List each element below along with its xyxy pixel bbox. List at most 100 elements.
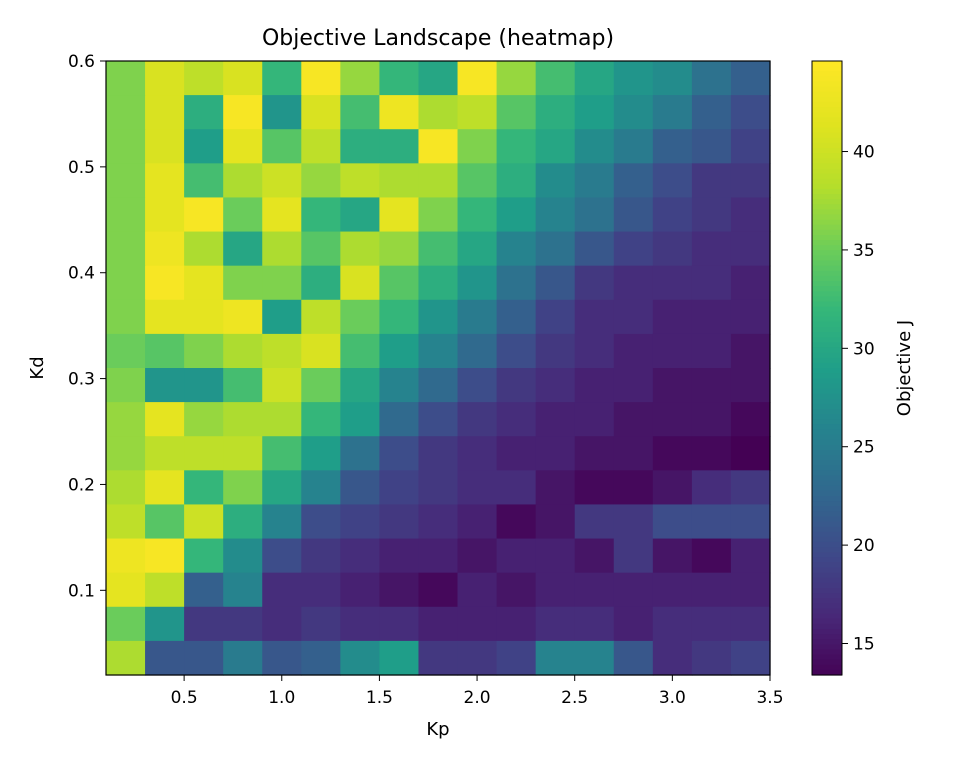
colorbar-segment: [812, 649, 842, 656]
heatmap-cell: [184, 265, 224, 301]
heatmap-cell: [145, 572, 185, 608]
heatmap-cell: [652, 606, 693, 642]
colorbar-segment: [812, 188, 842, 195]
heatmap-cell: [184, 572, 224, 608]
heatmap-cell: [223, 402, 263, 437]
heatmap-cell: [691, 299, 732, 335]
colorbar-segment: [812, 286, 842, 292]
heatmap-cell: [457, 129, 498, 164]
heatmap-cell: [574, 61, 615, 96]
heatmap-cell: [184, 436, 224, 471]
heatmap-cell: [496, 368, 537, 403]
heatmap-cell: [535, 368, 576, 403]
plot-frame: [105, 60, 771, 676]
heatmap-cell: [457, 299, 498, 335]
heatmap-cell: [496, 299, 537, 335]
colorbar-label: Objective J: [894, 320, 915, 416]
heatmap-cell: [340, 129, 381, 164]
heatmap-cell: [223, 333, 263, 369]
colorbar-tick-label: 25: [853, 438, 875, 458]
heatmap-cell: [418, 606, 459, 642]
colorbar-tick-label: 20: [853, 536, 875, 556]
y-tick-label: 0.4: [68, 264, 95, 284]
heatmap-cell: [379, 197, 420, 233]
heatmap-cell: [691, 163, 732, 199]
colorbar-segment: [812, 490, 842, 497]
colorbar-segment: [812, 214, 842, 221]
heatmap-cell: [691, 606, 732, 642]
heatmap-cell: [613, 163, 654, 199]
heatmap-cell: [184, 129, 224, 164]
colorbar-segment: [812, 383, 842, 390]
colorbar-segment: [812, 234, 842, 241]
heatmap-cell: [613, 129, 654, 164]
y-tick-label: 0.5: [68, 158, 95, 178]
heatmap-cell: [379, 163, 420, 199]
colorbar-segment: [812, 557, 842, 564]
colorbar-segment: [812, 86, 842, 93]
colorbar-segment: [812, 112, 842, 118]
heatmap-cell: [574, 129, 615, 164]
heatmap-cell: [613, 265, 654, 301]
heatmap-cell: [457, 368, 498, 403]
colorbar-segment: [812, 352, 842, 359]
y-tick-label: 0.2: [68, 475, 95, 495]
colorbar-segment: [812, 419, 842, 425]
heatmap-cell: [262, 572, 302, 608]
x-tick-label: 1.0: [268, 688, 295, 708]
heatmap-cell: [262, 299, 302, 335]
heatmap-cell: [496, 95, 537, 130]
colorbar-segment: [812, 76, 842, 83]
heatmap-cell: [457, 95, 498, 130]
heatmap-cell: [106, 640, 146, 676]
heatmap-cell: [262, 231, 302, 267]
colorbar-segment: [812, 618, 842, 625]
heatmap-cell: [223, 95, 263, 130]
heatmap-cell: [730, 504, 771, 540]
heatmap-cell: [652, 436, 693, 471]
heatmap-cell: [106, 163, 146, 199]
heatmap-cell: [730, 231, 771, 267]
heatmap-cell: [379, 368, 420, 403]
heatmap-cell: [496, 504, 537, 540]
colorbar-segment: [812, 91, 842, 98]
heatmap-cell: [574, 368, 615, 403]
heatmap-cell: [574, 299, 615, 335]
colorbar-segment: [812, 403, 842, 410]
heatmap-cell: [106, 61, 146, 96]
heatmap-cell: [301, 538, 341, 574]
heatmap-cell: [301, 436, 341, 471]
colorbar-segment: [812, 485, 842, 492]
y-axis-label: Kd: [27, 356, 48, 379]
heatmap-cell: [652, 640, 693, 676]
heatmap-cell: [418, 436, 459, 471]
colorbar-segment: [812, 628, 842, 635]
heatmap-cell: [457, 538, 498, 574]
colorbar-segment: [812, 582, 842, 589]
heatmap-cell: [496, 333, 537, 369]
heatmap-cell: [106, 402, 146, 437]
heatmap-cell: [535, 538, 576, 574]
heatmap-cell: [574, 538, 615, 574]
heatmap-cell: [262, 163, 302, 199]
colorbar-segment: [812, 373, 842, 379]
heatmap-cell: [691, 231, 732, 267]
colorbar-segment: [812, 163, 842, 170]
heatmap-cell: [379, 470, 420, 506]
heatmap-cell: [535, 470, 576, 506]
heatmap-cell: [145, 606, 185, 642]
colorbar-segment: [812, 245, 842, 251]
heatmap-cell: [730, 299, 771, 335]
heatmap-cell: [535, 197, 576, 233]
heatmap-cell: [652, 129, 693, 164]
colorbar-segment: [812, 71, 842, 77]
y-tick-label: 0.3: [68, 370, 95, 390]
heatmap-cell: [730, 163, 771, 199]
heatmap-cell: [379, 606, 420, 642]
x-tick-label: 2.5: [561, 688, 588, 708]
heatmap-cell: [652, 470, 693, 506]
heatmap-cell: [145, 368, 185, 403]
heatmap-cell: [496, 436, 537, 471]
heatmap-cell: [574, 640, 615, 676]
